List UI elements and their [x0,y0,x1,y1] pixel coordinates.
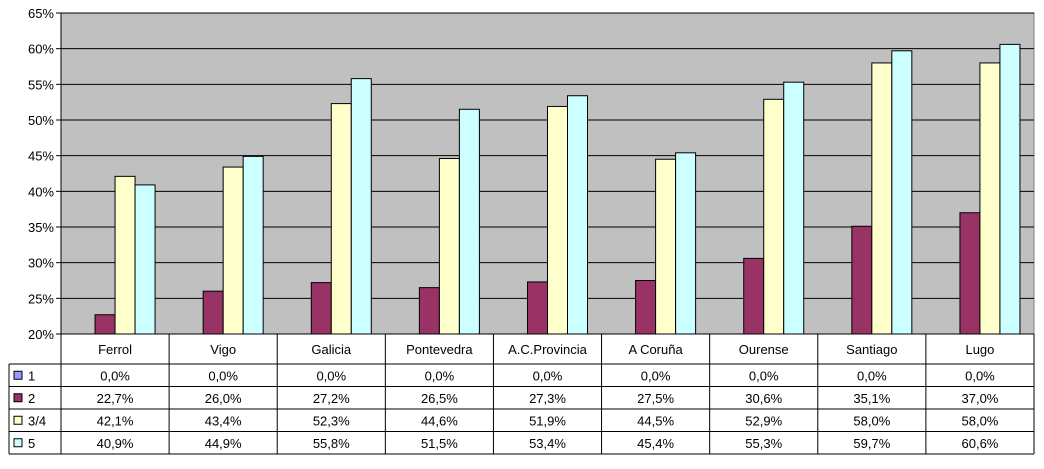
data-label: 22,7% [97,391,134,406]
data-label: 37,0% [962,391,999,406]
bar-5-7 [891,50,913,335]
bar-2-8 [959,212,981,335]
data-label: 53,4% [529,436,566,451]
data-label: 40,9% [97,436,134,451]
y-tick-label: 55% [28,77,54,92]
bar-5-3 [458,108,480,335]
category-label: Vigo [210,342,236,357]
data-label: 0,0% [641,368,671,383]
bar-2-6 [743,257,765,335]
data-label: 0,0% [316,368,346,383]
data-label: 55,3% [745,436,782,451]
data-label: 51,9% [529,413,566,428]
data-label: 43,4% [205,413,242,428]
data-label: 55,8% [313,436,350,451]
data-label: 42,1% [97,413,134,428]
data-label: 52,3% [313,413,350,428]
bar-2-1 [202,290,224,335]
data-label: 52,9% [745,413,782,428]
y-tick-label: 25% [28,291,54,306]
data-label: 27,3% [529,391,566,406]
data-label: 0,0% [100,368,130,383]
data-label: 0,0% [965,368,995,383]
bar-5-0 [134,184,156,335]
y-tick-label: 60% [28,42,54,57]
bar-3-4-5 [655,158,677,335]
data-label: 26,0% [205,391,242,406]
y-tick-label: 45% [28,149,54,164]
y-tick-label: 35% [28,220,54,235]
data-label: 26,5% [421,391,458,406]
category-label: Galicia [311,342,352,357]
data-label: 45,4% [637,436,674,451]
legend-key-1 [13,370,23,380]
bar-2-7 [851,225,873,335]
bar-5-1 [242,155,264,335]
data-label: 27,2% [313,391,350,406]
bar-3-4-4 [547,105,568,335]
legend-label: 1 [28,368,35,383]
bar-3-4-0 [114,175,136,335]
bar-5-6 [783,81,805,335]
bar-3-4-6 [763,98,785,335]
data-label: 30,6% [745,391,782,406]
legend-key-3-4 [13,415,23,425]
bar-2-3 [418,287,440,335]
data-label: 58,0% [962,413,999,428]
bar-2-2 [310,282,332,335]
bar-3-4-3 [438,158,460,335]
data-label: 59,7% [853,436,890,451]
data-label: 44,5% [637,413,674,428]
bar-5-4 [567,95,588,335]
bar-3-4-2 [330,103,352,335]
category-label: A.C.Provincia [508,342,588,357]
bar-3-4-8 [979,62,1001,335]
y-tick-label: 40% [28,184,54,199]
data-label: 51,5% [421,436,458,451]
data-label: 44,9% [205,436,242,451]
y-tick-label: 20% [28,327,54,342]
data-label: 0,0% [857,368,887,383]
category-label: A Coruña [629,342,684,357]
legend-label: 5 [28,436,35,451]
bar-3-4-1 [222,166,244,335]
data-label: 0,0% [425,368,455,383]
bar-5-8 [999,43,1021,335]
y-tick-label: 50% [28,113,54,128]
data-label: 35,1% [853,391,890,406]
legend-key-2 [13,393,23,403]
bar-5-5 [675,152,697,335]
data-label: 44,6% [421,413,458,428]
category-label: Pontevedra [406,342,473,357]
data-label: 0,0% [208,368,238,383]
data-label: 58,0% [853,413,890,428]
bar-2-0 [94,314,116,335]
data-label: 27,5% [637,391,674,406]
legend-label: 2 [28,391,35,406]
bar-3-4-7 [871,62,893,335]
legend-label: 3/4 [28,413,46,428]
category-label: Santiago [846,342,897,357]
data-label: 60,6% [962,436,999,451]
category-label: Ourense [739,342,789,357]
y-tick-label: 30% [28,256,54,271]
bar-2-4 [527,281,548,335]
bar-5-2 [350,78,372,335]
y-tick-label: 65% [28,6,54,21]
bar-2-5 [635,280,657,335]
category-label: Lugo [965,342,994,357]
data-label: 0,0% [749,368,779,383]
legend-key-5 [13,438,23,448]
category-label: Ferrol [98,342,132,357]
data-label: 0,0% [533,368,563,383]
